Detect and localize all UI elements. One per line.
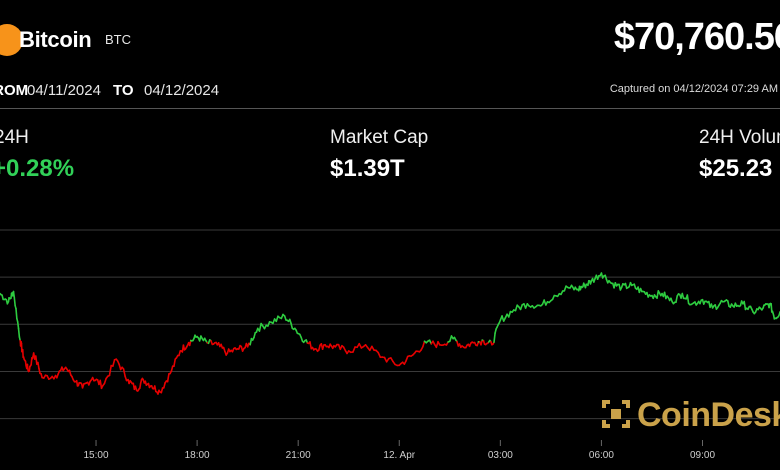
price-line-segment xyxy=(30,357,33,366)
price-line-segment xyxy=(493,332,496,344)
price-line-segment xyxy=(309,341,313,350)
price-line-segment xyxy=(352,346,356,353)
price-line-segment xyxy=(13,296,16,307)
coindesk-watermark: CoinDesk xyxy=(637,396,780,434)
to-label: TO xyxy=(113,82,134,99)
price-line-segment xyxy=(103,377,107,385)
price-line-segment xyxy=(12,290,16,299)
x-tick-label: 09:00 xyxy=(690,450,715,461)
price-line-segment xyxy=(153,385,157,393)
x-tick-label: 15:00 xyxy=(84,450,109,461)
price-line-segment xyxy=(675,295,679,303)
change-label: 24H xyxy=(0,127,29,148)
price-line-segment xyxy=(10,292,13,299)
price-line-segment xyxy=(253,332,257,339)
price-line-segment xyxy=(163,382,166,389)
price-line-segment xyxy=(16,321,20,330)
price-line-segment xyxy=(38,367,41,375)
price-line-segment xyxy=(422,340,426,348)
price-line-segment xyxy=(75,379,79,387)
price-line-segment xyxy=(743,300,747,311)
price-line-segment xyxy=(514,304,518,312)
x-tick-label: 03:00 xyxy=(488,450,513,461)
from-label: FROM xyxy=(0,82,29,99)
header-divider xyxy=(0,108,780,109)
price-line-segment xyxy=(318,344,321,351)
price-line-segment xyxy=(17,327,21,338)
price-line-segment xyxy=(26,363,29,371)
market-cap-label: Market Cap xyxy=(330,127,429,148)
from-date: 04/11/2024 xyxy=(27,82,101,99)
price-line-segment xyxy=(290,322,294,330)
market-cap-value: $1.39T xyxy=(330,155,405,182)
volume-value: $25.23 xyxy=(699,155,773,182)
price-line-segment xyxy=(122,368,126,378)
price-line-segment xyxy=(681,292,685,300)
price-line xyxy=(0,272,780,395)
price-line-segment xyxy=(249,337,253,346)
coindesk-logo-icon xyxy=(602,400,630,428)
price-line-segment xyxy=(170,365,174,372)
price-line-segment xyxy=(15,307,18,320)
price-line-segment xyxy=(139,382,142,390)
coin-symbol: BTC xyxy=(105,32,131,47)
x-tick-label: 12. Apr xyxy=(383,450,415,461)
price-line-segment xyxy=(37,361,40,370)
price-line-segment xyxy=(686,294,690,305)
captured-timestamp: Captured on 04/12/2024 07:29 AM xyxy=(609,83,778,95)
chart-grid xyxy=(0,229,780,420)
price-line-segment xyxy=(726,300,730,308)
price-line-segment xyxy=(770,303,773,313)
price-line-segment xyxy=(258,322,262,332)
price-line-segment xyxy=(188,339,192,347)
price-chart: 15:00 18:00 21:00 12. Apr 03:00 06:00 09:00 xyxy=(0,229,780,461)
x-tick-label: 06:00 xyxy=(589,450,614,461)
coin-name: Bitcoin xyxy=(19,27,92,52)
current-price: $70,760.56 xyxy=(613,16,780,58)
price-line-segment xyxy=(377,351,382,358)
bitcoin-logo-icon xyxy=(0,24,23,56)
volume-label: 24H Volume xyxy=(699,127,780,148)
price-line-segment xyxy=(519,304,524,311)
change-value: +0.28% xyxy=(0,155,75,182)
price-line-segment xyxy=(507,310,512,318)
price-line-segment xyxy=(275,315,279,323)
x-tick-label: 21:00 xyxy=(286,450,311,461)
x-axis-ticks: 15:00 18:00 21:00 12. Apr 03:00 06:00 09:00 xyxy=(84,440,715,461)
price-line-segment xyxy=(166,373,170,383)
price-line-segment xyxy=(173,358,177,368)
x-tick-label: 18:00 xyxy=(185,450,210,461)
to-date: 04/12/2024 xyxy=(144,82,220,99)
price-line-segment xyxy=(108,364,112,377)
price-line-segment xyxy=(112,359,116,367)
price-line-segment xyxy=(34,355,38,365)
